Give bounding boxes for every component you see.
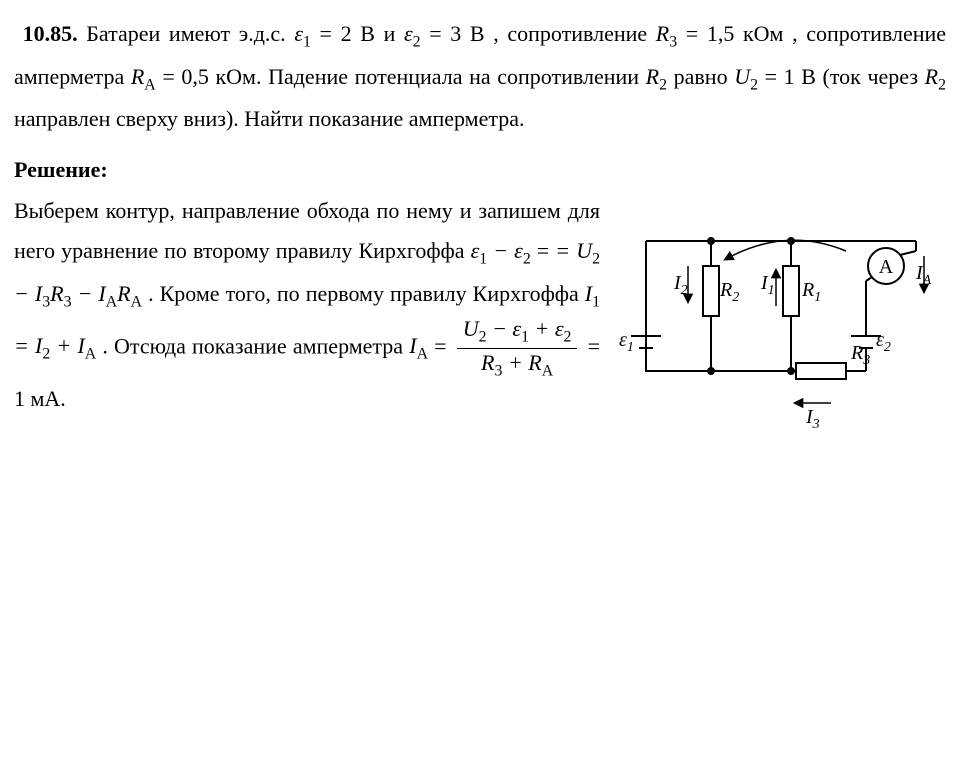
eq: − ε	[487, 316, 522, 341]
sub: 2	[659, 76, 667, 93]
sub: 2	[938, 76, 946, 93]
sub: 3	[42, 294, 50, 311]
eq: = U	[555, 238, 592, 263]
sub: 2	[592, 251, 600, 268]
sub: 1	[592, 294, 600, 311]
lbl-R3: R	[850, 342, 863, 364]
text: равно	[674, 64, 735, 89]
sub: 2	[884, 340, 891, 355]
sub: A	[106, 294, 117, 311]
eq: =	[434, 333, 453, 358]
problem-statement: 10.85. Батареи имеют э.д.с. ε1 = 2 В и ε…	[14, 14, 946, 140]
eq: + R	[502, 350, 541, 375]
text: направлен сверху вниз). Найти показание …	[14, 106, 525, 131]
sub: 1	[814, 290, 821, 305]
sub: 1	[521, 328, 529, 345]
solution-heading: Решение:	[14, 150, 946, 191]
svg-text:ε2: ε2	[876, 329, 891, 355]
sub: 2	[523, 251, 531, 268]
var-R2b: R	[925, 64, 938, 89]
circuit-diagram: A	[616, 191, 946, 495]
svg-text:R2: R2	[719, 279, 739, 305]
svg-text:ε1: ε1	[619, 329, 634, 355]
eq: I	[585, 281, 592, 306]
sub: 2	[413, 33, 421, 50]
var-R2: R	[646, 64, 659, 89]
sub: 3	[64, 294, 72, 311]
text: .	[148, 281, 154, 306]
text: Кроме того, по первому правилу Кирхгоффа	[160, 281, 585, 306]
val: = 3 В	[421, 21, 485, 46]
solution-body: Выберем контур, направление обхода по не…	[14, 191, 616, 420]
sub: A	[144, 76, 155, 93]
sub: A	[417, 346, 428, 363]
sub: 1	[768, 283, 775, 298]
sub: A	[85, 346, 96, 363]
sub: 2	[479, 328, 487, 345]
text: Падение потенциала на сопротивлении	[268, 64, 646, 89]
sub: 1	[479, 251, 487, 268]
sub: 3	[812, 417, 820, 432]
sub: 2	[732, 290, 739, 305]
var-R3: R	[656, 21, 669, 46]
sub: A	[922, 273, 932, 288]
sub: 1	[303, 33, 311, 50]
var-U2: U	[734, 64, 750, 89]
eq: + I	[50, 333, 85, 358]
lbl-eps2: ε	[876, 329, 884, 351]
svg-text:I1: I1	[760, 272, 775, 298]
eq: R	[117, 281, 130, 306]
eq: =	[531, 238, 556, 263]
sub: 3	[862, 353, 870, 368]
problem-number: 10.85.	[23, 21, 78, 46]
sub: 2	[681, 283, 688, 298]
text: .	[102, 333, 108, 358]
ammeter-label: A	[879, 256, 894, 278]
sub: A	[131, 294, 142, 311]
lbl-eps1: ε	[619, 329, 627, 351]
val: = 0,5 кОм.	[156, 64, 262, 89]
eq: U	[463, 316, 479, 341]
val: = 1 В	[758, 64, 816, 89]
svg-text:R1: R1	[801, 279, 821, 305]
lbl-R1: R	[801, 279, 814, 301]
eq: R	[481, 350, 494, 375]
svg-text:I2: I2	[673, 272, 688, 298]
eq: − I	[72, 281, 106, 306]
text: (ток через	[823, 64, 925, 89]
lbl-R2: R	[719, 279, 732, 301]
sub: A	[542, 362, 553, 379]
eq: − ε	[487, 238, 523, 263]
svg-text:R3: R3	[850, 342, 870, 368]
eq: R	[50, 281, 63, 306]
text: и	[384, 21, 404, 46]
sub: 3	[669, 33, 677, 50]
circuit-svg: A	[616, 211, 946, 481]
eq: I	[409, 333, 416, 358]
text: Батареи имеют э.д.с.	[86, 21, 294, 46]
eq: ε	[471, 238, 480, 263]
val: = 2 В	[311, 21, 375, 46]
var-eps1: ε	[294, 21, 303, 46]
text: , сопротивление	[493, 21, 656, 46]
text: Отсюда показание амперметра	[114, 333, 409, 358]
eq: + ε	[529, 316, 564, 341]
eq: = I	[14, 333, 42, 358]
val: = 1,5 кОм	[677, 21, 783, 46]
var-RA: R	[131, 64, 144, 89]
svg-text:I3: I3	[805, 406, 820, 432]
sub: 1	[627, 340, 634, 355]
sub: 2	[750, 76, 758, 93]
var-eps2: ε	[404, 21, 413, 46]
sub: 2	[564, 328, 572, 345]
eq: − I	[14, 281, 42, 306]
